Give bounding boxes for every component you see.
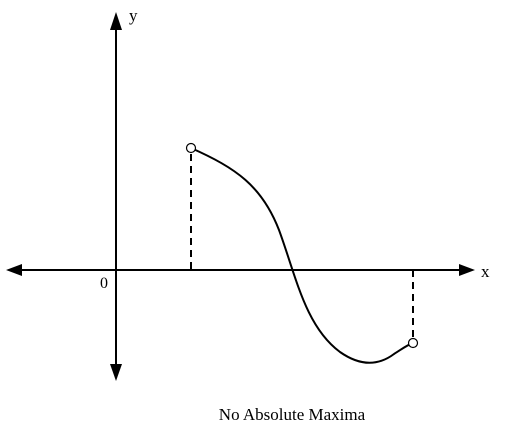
x-axis-label: x (481, 262, 490, 281)
x-axis-right-arrowhead (459, 264, 475, 276)
y-axis-bottom-arrowhead (110, 364, 122, 381)
function-curve (190, 147, 414, 364)
y-axis-top-arrowhead (110, 12, 122, 30)
right-open-endpoint (407, 337, 419, 349)
left-open-endpoint (185, 142, 197, 154)
y-axis-label: y (129, 6, 138, 25)
x-axis-left-arrowhead (6, 264, 22, 276)
figure-caption: No Absolute Maxima (218, 405, 366, 424)
origin-label: 0 (100, 275, 108, 292)
